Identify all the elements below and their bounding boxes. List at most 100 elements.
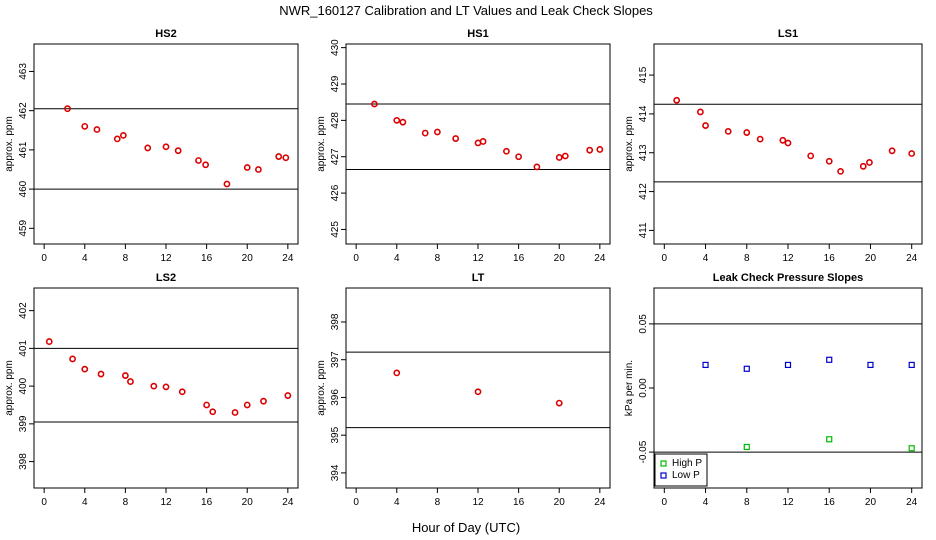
y-tick-label: 430 (330, 39, 341, 56)
x-tick-label: 0 (662, 253, 668, 264)
x-tick-label: 12 (472, 253, 484, 264)
data-point (275, 153, 283, 160)
data-point (908, 361, 915, 369)
data-point (282, 154, 290, 162)
panel-title: Leak Check Pressure Slopes (713, 272, 863, 284)
x-tick-label: 12 (782, 253, 794, 264)
y-axis-label: approx. ppm (316, 360, 327, 416)
data-point (784, 139, 792, 147)
data-point (203, 401, 211, 409)
x-tick-label: 24 (282, 253, 294, 264)
data-point (243, 401, 251, 409)
y-tick-label: 395 (330, 426, 341, 443)
y-axis-label: kPa per min. (624, 360, 635, 416)
data-point (702, 361, 709, 369)
x-tick-label: 8 (744, 253, 750, 264)
y-tick-label: 411 (638, 222, 649, 238)
x-tick-label: 4 (394, 497, 400, 508)
data-point (867, 361, 874, 369)
data-point (888, 147, 896, 155)
x-tick-label: 24 (594, 253, 606, 264)
x-tick-label: 20 (554, 253, 566, 264)
y-tick-label: 426 (330, 184, 341, 201)
data-point (756, 135, 764, 143)
data-point (826, 436, 833, 443)
panel-title: LS1 (778, 28, 798, 40)
y-tick-label: 401 (18, 340, 29, 357)
data-point (64, 105, 71, 113)
data-point (93, 126, 101, 133)
y-tick-label: 461 (18, 141, 29, 158)
y-tick-label: 428 (330, 112, 341, 129)
y-tick-label: 413 (638, 144, 649, 161)
x-tick-label: 20 (865, 253, 877, 264)
y-tick-label: 412 (638, 183, 649, 200)
data-point (807, 152, 815, 160)
x-tick-label: 20 (242, 497, 254, 508)
x-tick-label: 0 (353, 497, 359, 508)
panel-6: Leak Check Pressure Slopes kPa per min. 0 4… (624, 272, 923, 508)
x-tick-label: 24 (906, 497, 918, 508)
figure-title: NWR_160127 Calibration and LT Values and… (279, 3, 653, 18)
plot-frame (345, 287, 611, 489)
data-point (908, 150, 916, 157)
panel-1: HS2 approx. ppm 0 4 8 12 16 20 24 459 460 461 462 463 (4, 28, 299, 264)
panel-title: HS1 (467, 28, 488, 40)
legend-label: High P (672, 458, 702, 469)
data-point (202, 161, 209, 169)
y-tick-label: 398 (330, 313, 341, 330)
y-tick-label: 397 (330, 351, 341, 368)
legend (654, 453, 708, 487)
x-tick-label: 12 (472, 497, 484, 508)
data-point (195, 157, 202, 164)
x-tick-label: 4 (82, 497, 88, 508)
plot-frame (653, 43, 923, 245)
data-point (533, 163, 541, 171)
data-point (866, 159, 873, 166)
x-tick-label: 8 (123, 253, 129, 264)
y-tick-label: 462 (18, 102, 29, 119)
data-point (178, 388, 186, 396)
data-point (81, 122, 89, 130)
data-point (162, 143, 170, 151)
x-tick-label: 8 (744, 497, 750, 508)
x-tick-label: 12 (782, 497, 794, 508)
panel-3: LS1 approx. ppm 0 4 8 12 16 20 24 411 412 413 414 415 (624, 28, 923, 264)
data-point (254, 166, 262, 173)
data-point (150, 382, 158, 390)
data-point (825, 157, 833, 165)
data-point (209, 408, 217, 416)
data-point (421, 129, 429, 137)
x-tick-label: 24 (594, 497, 606, 508)
data-point (452, 135, 460, 142)
y-tick-label: 429 (330, 75, 341, 92)
data-point (696, 108, 704, 116)
data-point (433, 128, 441, 136)
data-point (371, 100, 378, 108)
data-point (702, 122, 709, 129)
x-tick-label: 0 (41, 253, 47, 264)
plot-frame (345, 43, 611, 245)
x-tick-label: 0 (353, 253, 359, 264)
panel-title: HS2 (155, 28, 176, 40)
x-tick-label: 8 (435, 497, 441, 508)
data-point (743, 129, 751, 136)
x-tick-label: 8 (435, 253, 441, 264)
data-point (144, 144, 152, 152)
data-point (243, 164, 251, 171)
data-point (561, 152, 569, 160)
data-point (231, 409, 239, 416)
x-tick-label: 16 (513, 497, 525, 508)
y-axis-label: approx. ppm (624, 116, 635, 172)
x-tick-label: 16 (824, 497, 836, 508)
x-tick-label: 16 (824, 253, 836, 264)
x-tick-label: 20 (242, 253, 254, 264)
y-tick-label: 0.00 (638, 378, 649, 398)
data-point (45, 338, 53, 345)
data-point (81, 365, 89, 373)
data-point (162, 383, 170, 391)
panel-2: HS1 approx. ppm 0 4 8 12 16 20 24 425 426 427 428 429… (316, 28, 611, 264)
legend-swatch (660, 472, 667, 479)
figure-xlabel: Hour of Day (UTC) (412, 520, 520, 535)
y-tick-label: 402 (18, 302, 29, 319)
